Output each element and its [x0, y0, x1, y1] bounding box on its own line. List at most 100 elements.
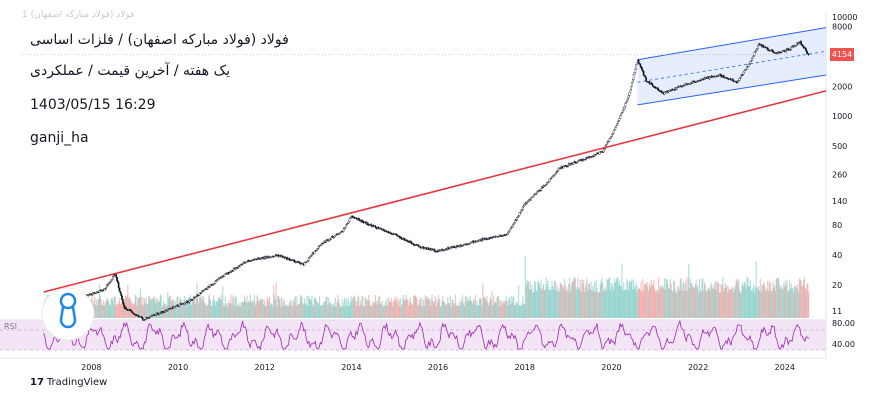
volume-bar	[369, 306, 371, 318]
volume-bar	[365, 299, 367, 318]
candle-body	[330, 237, 333, 240]
volume-bar	[224, 296, 226, 318]
volume-bar	[113, 303, 115, 318]
volume-bar	[338, 303, 341, 318]
volume-bar	[660, 287, 662, 318]
volume-bar	[244, 300, 246, 318]
volume-bar	[575, 289, 577, 318]
volume-bar	[187, 303, 189, 318]
volume-bar	[497, 295, 499, 318]
candle-body	[410, 241, 413, 244]
volume-bar	[683, 281, 685, 318]
candle-body	[756, 45, 759, 49]
volume-bar	[744, 283, 746, 318]
support-trendline	[43, 90, 827, 293]
volume-bar	[198, 297, 201, 318]
price-tick-label: 260	[832, 170, 847, 179]
time-tick-label: 2018	[515, 363, 535, 372]
volume-bar	[286, 306, 288, 318]
volume-bar	[135, 295, 137, 318]
volume-bar	[737, 282, 739, 318]
volume-bar	[622, 290, 624, 318]
volume-bar	[204, 302, 206, 318]
volume-bar	[269, 304, 271, 318]
volume-bar	[763, 281, 765, 318]
volume-bar	[615, 280, 617, 318]
candle-body	[522, 205, 525, 208]
volume-bar	[790, 283, 792, 318]
candle-body	[641, 67, 643, 71]
candle-body	[633, 72, 636, 75]
volume-bar	[747, 277, 749, 318]
volume-bar	[563, 278, 566, 318]
volume-bar	[736, 279, 738, 318]
volume-bar	[425, 297, 427, 318]
volume-bar	[273, 295, 276, 318]
volume-bar	[158, 301, 161, 318]
volume-bar	[223, 305, 226, 318]
volume-bar	[175, 305, 177, 318]
last-price-label: 4154	[830, 48, 854, 62]
volume-bar	[247, 302, 249, 318]
volume-bar	[405, 295, 407, 318]
volume-bar	[249, 294, 251, 318]
volume-bar	[602, 283, 604, 318]
volume-bar	[157, 298, 159, 318]
volume-bar	[137, 298, 139, 318]
volume-bar	[193, 296, 196, 318]
candle-body	[105, 286, 108, 289]
volume-bar	[501, 304, 503, 318]
volume-bar	[482, 283, 484, 318]
volume-bar	[409, 297, 411, 318]
volume-bar	[694, 283, 696, 318]
volume-bar	[300, 295, 302, 318]
volume-bar	[393, 301, 395, 318]
volume-bar	[242, 301, 244, 318]
candle-body	[382, 229, 385, 231]
volume-bar	[100, 299, 102, 318]
volume-bar	[453, 302, 455, 318]
volume-bar	[697, 285, 699, 318]
volume-bar	[375, 300, 377, 318]
volume-bar	[590, 281, 592, 318]
volume-bar	[784, 280, 786, 318]
volume-bar	[573, 279, 576, 318]
volume-bar	[693, 287, 695, 318]
volume-bar	[113, 296, 116, 318]
volume-bar	[298, 304, 301, 318]
volume-bar	[802, 286, 804, 318]
volume-bar	[787, 291, 789, 318]
volume-bar	[435, 305, 437, 318]
volume-bar	[273, 285, 275, 318]
volume-bar	[263, 303, 265, 318]
candle-body	[339, 232, 342, 234]
volume-bar	[644, 283, 646, 318]
volume-bar	[543, 283, 545, 318]
volume-bar	[211, 305, 213, 318]
volume-bar	[453, 305, 456, 318]
candle-body	[400, 236, 403, 239]
volume-bar	[508, 299, 510, 318]
logo-icon	[59, 292, 77, 310]
candle-body	[111, 276, 114, 280]
volume-bar	[750, 290, 752, 318]
volume-bar	[394, 300, 396, 318]
candle-body	[516, 217, 518, 221]
volume-bar	[454, 294, 456, 318]
volume-bar	[748, 286, 751, 318]
volume-bar	[403, 300, 406, 318]
tradingview-footer[interactable]: 17 TradingView	[30, 377, 107, 388]
candle-body	[532, 195, 535, 198]
volume-bar	[378, 295, 381, 318]
volume-bar	[509, 304, 511, 318]
volume-bar	[108, 300, 110, 318]
volume-bar	[653, 288, 656, 318]
volume-bar	[378, 297, 380, 318]
volume-bar	[570, 285, 572, 318]
candle-body	[625, 101, 628, 104]
volume-bar	[601, 277, 603, 318]
candle-body	[606, 142, 608, 145]
volume-bar	[290, 305, 292, 318]
volume-bar	[283, 301, 285, 318]
